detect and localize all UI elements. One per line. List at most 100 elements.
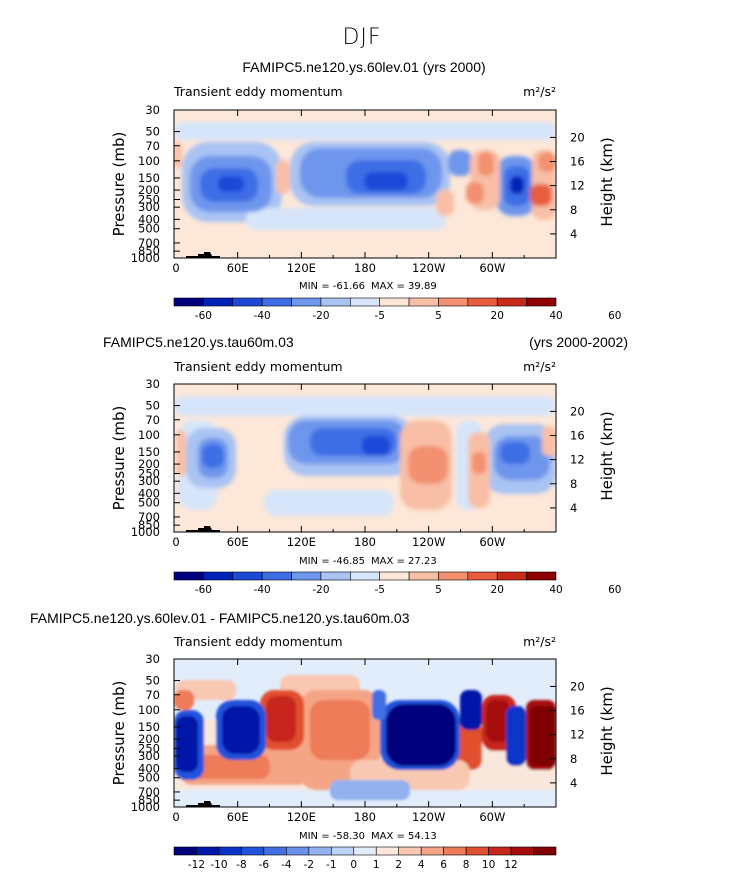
colorbar-label: 4 (418, 859, 425, 871)
panel-1-title: FAMIPC5.ne120.ys.60lev.01 (yrs 2000) (242, 59, 485, 75)
colorbar-swatch (173, 846, 197, 856)
panel-3-positive-peak-a-core (266, 696, 296, 742)
pressure-tick-label: 500 (138, 771, 160, 785)
panel-3-positive-peak-d (454, 720, 482, 770)
pressure-tick-label: 500 (138, 222, 160, 236)
longitude-tick-label: 60E (227, 810, 249, 824)
colorbar-swatch (291, 297, 322, 307)
longitude-tick-label: 0 (172, 535, 179, 549)
colorbar-label: 2 (395, 859, 402, 871)
colorbar-swatch (496, 571, 527, 581)
panel-3-positive-peak-c-core (530, 706, 556, 766)
colorbar-swatch (443, 846, 467, 856)
height-tick-label: 12 (570, 728, 585, 742)
pressure-tick-label: 200 (138, 183, 160, 197)
panel-1-topography (186, 252, 220, 258)
pressure-axis-label: Pressure (mb) (110, 132, 128, 237)
colorbar-swatch (196, 846, 220, 856)
height-axis-label: Height (km) (598, 686, 616, 775)
colorbar-swatch (526, 297, 557, 307)
longitude-tick-label: 120W (412, 810, 445, 824)
panel-3-negative-east-a (460, 690, 482, 730)
pressure-tick-label: 30 (145, 103, 160, 117)
panel-1-positive-g (530, 184, 552, 206)
height-tick-label: 4 (570, 776, 577, 790)
pressure-tick-label: 1000 (131, 525, 160, 539)
colorbar-label: -8 (236, 859, 246, 871)
panel-1-core-central (364, 172, 408, 190)
height-axis-label: Height (km) (598, 137, 616, 226)
colorbar-label: -5 (374, 584, 384, 596)
height-tick-label: 12 (570, 453, 585, 467)
panel-2: FAMIPC5.ne120.ys.tau60m.03 (yrs 2000-200… (103, 334, 628, 596)
pressure-tick-label: 100 (138, 154, 160, 168)
colorbar-label: 60 (608, 584, 621, 596)
pressure-tick-label: 70 (145, 688, 160, 702)
pressure-tick-label: 1000 (131, 251, 160, 265)
longitude-tick-label: 180 (354, 535, 376, 549)
colorbar-swatch (173, 297, 204, 307)
colorbar-label: 12 (504, 859, 517, 871)
panel-2-positive-f (542, 426, 556, 456)
height-tick-label: 16 (570, 704, 585, 718)
colorbar-label: -5 (374, 310, 384, 322)
panel-1-colorbar: -60 -40 -20 -5 5 20 40 60 (173, 297, 621, 322)
panel-1-positive-a (276, 160, 290, 194)
colorbar-swatch (173, 571, 204, 581)
colorbar-label: 10 (482, 859, 495, 871)
colorbar-swatch (379, 297, 410, 307)
pressure-tick-label: 300 (138, 749, 160, 763)
colorbar-swatch (488, 846, 512, 856)
colorbar-swatch (408, 297, 439, 307)
panel-3-field (174, 659, 556, 807)
height-tick-label: 12 (570, 179, 585, 193)
colorbar-label: -20 (312, 584, 329, 596)
longitude-tick-label: 180 (354, 261, 376, 275)
colorbar-swatch (526, 571, 557, 581)
pressure-tick-label: 50 (145, 125, 160, 139)
colorbar-swatch (350, 297, 380, 307)
height-tick-label: 8 (570, 752, 577, 766)
panel-1-max: MAX = 39.89 (371, 281, 437, 292)
colorbar-swatch (308, 846, 332, 856)
panel-3-negative-edge-core (176, 716, 198, 772)
pressure-axis-label: Pressure (mb) (110, 681, 128, 786)
panel-2-max: MAX = 27.23 (371, 556, 437, 567)
colorbar-swatch (218, 846, 242, 856)
colorbar-swatch (320, 571, 351, 581)
height-tick-label: 20 (570, 679, 585, 693)
colorbar-label: 40 (549, 310, 562, 322)
panel-3-negative-central-core (386, 704, 456, 766)
colorbar-swatch (353, 846, 377, 856)
pressure-tick-label: 30 (145, 652, 160, 666)
colorbar-label: -2 (304, 859, 314, 871)
colorbar-label: -12 (188, 859, 205, 871)
panel-3-negative-low (330, 780, 410, 800)
pressure-axis-label: Pressure (mb) (110, 406, 128, 511)
longitude-tick-label: 0 (172, 810, 179, 824)
colorbar-swatch (232, 297, 263, 307)
longitude-tick-label: 180 (354, 810, 376, 824)
colorbar-label: 60 (608, 310, 621, 322)
colorbar-swatch (420, 846, 444, 856)
pressure-tick-label: 400 (138, 486, 160, 500)
height-tick-label: 4 (570, 227, 577, 241)
panel-3-positive-edge (174, 690, 194, 710)
colorbar-swatch (261, 297, 292, 307)
panel-2-positive-c (408, 446, 448, 484)
longitude-tick-label: 120E (287, 810, 316, 824)
panel-2-title-right: (yrs 2000-2002) (529, 334, 628, 350)
height-tick-label: 8 (570, 477, 577, 491)
panel-3-colorbar: -12 -10 -8 -6 -4 -2 -1 0 1 2 4 6 8 10 12 (173, 846, 557, 871)
panel-2-min: MIN = -46.85 (299, 556, 365, 567)
panel-2-contour-weak-negative (174, 396, 556, 416)
panel-3-topography (186, 801, 220, 807)
pressure-tick-label: 700 (138, 236, 160, 250)
pressure-tick-label: 30 (145, 377, 160, 391)
colorbar-swatch (350, 571, 380, 581)
colorbar-swatch (533, 846, 557, 856)
pressure-tick-label: 150 (138, 445, 160, 459)
colorbar-label: 6 (440, 859, 447, 871)
